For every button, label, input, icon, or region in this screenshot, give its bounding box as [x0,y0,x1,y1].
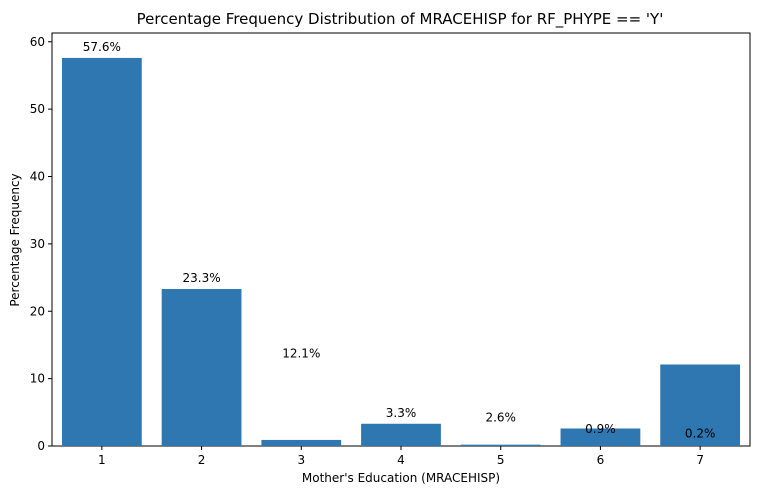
data-label: 0.9% [585,422,616,436]
y-tick-label: 60 [30,35,45,49]
y-axis-label: Percentage Frequency [8,173,22,306]
data-labels-group: 57.6% 23.3% 12.1% 3.3% 2.6% 0.9% 0.2% [83,40,716,441]
y-tick-label: 50 [30,102,45,116]
bar-7 [660,364,741,446]
data-label: 3.3% [386,406,417,420]
x-axis: 1 2 3 4 5 6 7 [98,446,704,467]
x-tick-label: 2 [198,453,206,467]
bars-group [61,57,741,446]
data-label: 0.2% [685,427,716,441]
x-tick-label: 5 [497,453,505,467]
x-tick-label: 7 [696,453,704,467]
x-tick-label: 1 [98,453,106,467]
data-label: 2.6% [485,410,516,424]
y-tick-label: 0 [37,439,45,453]
y-axis: 0 10 20 30 40 50 60 [30,35,52,453]
data-label: 23.3% [183,271,221,285]
plot-area-frame [51,32,751,447]
data-label: 57.6% [83,40,121,54]
bar-2 [161,289,242,446]
bar-1 [61,57,142,446]
y-tick-label: 10 [30,372,45,386]
x-tick-label: 6 [597,453,605,467]
bar-3 [261,439,342,446]
bar-4 [361,423,441,446]
data-label: 12.1% [282,346,320,360]
bar-5 [460,444,541,446]
x-tick-label: 4 [397,453,405,467]
bar-6 [560,428,641,446]
x-tick-label: 3 [297,453,305,467]
y-tick-label: 40 [30,170,45,184]
y-tick-label: 30 [30,237,45,251]
chart-title: Percentage Frequency Distribution of MRA… [137,10,664,29]
y-tick-label: 20 [30,304,45,318]
x-axis-label: Mother's Education (MRACEHISP) [302,471,500,485]
